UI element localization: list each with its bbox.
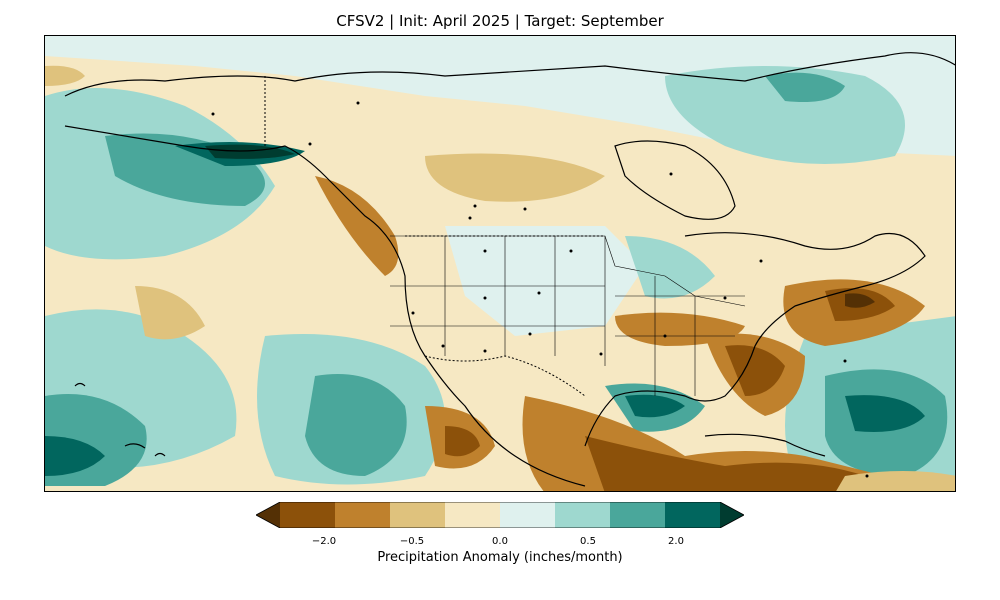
colorbar-tick-label: 0.0 [492, 536, 508, 547]
map-title: CFSV2 | Init: April 2025 | Target: Septe… [336, 12, 664, 30]
coastlines [64, 52, 955, 487]
colorbar-bin [280, 502, 336, 528]
colorbar-bin [555, 502, 611, 528]
colorbar-bin [665, 502, 721, 528]
colorbar [255, 501, 745, 529]
colorbar-bin [445, 502, 501, 528]
colorbar-label: Precipitation Anomaly (inches/month) [377, 550, 623, 565]
colorbar-bin [390, 502, 446, 528]
colorbar-tick-label: −0.5 [399, 536, 425, 547]
colorbar-extend-high [720, 502, 744, 528]
colorbar-tick-label: 0.5 [580, 536, 596, 547]
colorbar-bin [610, 502, 666, 528]
colorbar-bin [500, 502, 556, 528]
precipitation-anomaly-map [44, 35, 956, 492]
colorbar-tick-label: −2.0 [311, 536, 337, 547]
anomaly-field [45, 36, 955, 491]
colorbar-tick-label: 2.0 [668, 536, 684, 547]
colorbar-extend-low [256, 502, 280, 528]
country-borders [264, 76, 605, 397]
city-markers [211, 101, 869, 478]
colorbar-bin [335, 502, 391, 528]
